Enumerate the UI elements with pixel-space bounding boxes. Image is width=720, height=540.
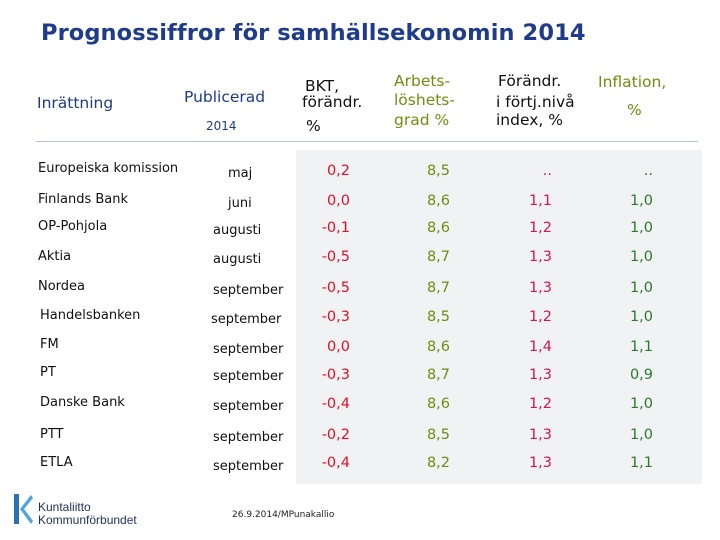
- row-published: augusti: [213, 223, 262, 238]
- row-wage-index-change: 1,2: [528, 309, 552, 325]
- header-divider: [36, 141, 698, 142]
- row-inflation: 0,9: [629, 367, 653, 383]
- header-inflation-line2: %: [627, 101, 642, 119]
- row-published: juni: [228, 196, 252, 211]
- header-wage-line1: Förändr.: [498, 72, 562, 90]
- logo-text-line2: Kommunförbundet: [38, 513, 137, 527]
- header-institution: Inrättning: [37, 94, 114, 112]
- row-wage-index-change: 1,3: [528, 427, 552, 443]
- row-published: september: [213, 399, 284, 414]
- row-gdp-change: -0,1: [321, 220, 350, 236]
- row-gdp-change: -0,3: [321, 367, 350, 383]
- row-institution: FM: [40, 337, 59, 352]
- row-unemployment-rate: 8,2: [426, 455, 450, 471]
- row-wage-index-change: 1,3: [528, 367, 552, 383]
- row-institution: OP-Pohjola: [38, 219, 108, 234]
- row-unemployment-rate: 8,7: [426, 367, 450, 383]
- header-unemployment-line1: Arbets-: [394, 72, 451, 90]
- row-unemployment-rate: 8,6: [426, 193, 450, 209]
- row-institution: Nordea: [38, 279, 86, 294]
- row-wage-index-change: 1,2: [528, 220, 552, 236]
- row-gdp-change: 0,2: [326, 163, 350, 179]
- row-published: maj: [228, 166, 253, 181]
- row-published: september: [213, 459, 284, 474]
- row-inflation: 1,0: [629, 309, 653, 325]
- footer-date-author: 26.9.2014/MPunakallio: [232, 510, 335, 520]
- header-published: Publicerad: [184, 88, 266, 106]
- row-unemployment-rate: 8,7: [426, 280, 450, 296]
- row-unemployment-rate: 8,5: [426, 309, 450, 325]
- row-unemployment-rate: 8,6: [426, 220, 450, 236]
- row-wage-index-change: 1,3: [528, 455, 552, 471]
- row-inflation: ..: [643, 163, 653, 179]
- row-inflation: 1,1: [629, 339, 653, 355]
- row-gdp-change: -0,5: [321, 249, 350, 265]
- kuntaliitto-logo-icon: [14, 494, 33, 524]
- row-inflation: 1,0: [629, 220, 653, 236]
- row-inflation: 1,0: [629, 193, 653, 209]
- row-unemployment-rate: 8,7: [426, 249, 450, 265]
- row-gdp-change: -0,2: [321, 427, 350, 443]
- page-title: Prognossiffror för samhällsekonomin 2014: [41, 20, 586, 46]
- row-wage-index-change: 1,4: [528, 339, 552, 355]
- row-inflation: 1,0: [629, 427, 653, 443]
- row-unemployment-rate: 8,5: [426, 163, 450, 179]
- row-institution: Finlands Bank: [38, 192, 129, 207]
- row-institution: ETLA: [40, 455, 73, 470]
- header-gdp-line3: %: [306, 117, 321, 135]
- kuntaliitto-logo: Kuntaliitto Kommunförbundet: [12, 492, 162, 532]
- row-institution: Aktia: [38, 249, 72, 264]
- header-gdp-line1: BKT,: [305, 77, 339, 95]
- row-wage-index-change: ..: [542, 163, 552, 179]
- row-wage-index-change: 1,3: [528, 280, 552, 296]
- row-inflation: 1,0: [629, 280, 653, 296]
- row-inflation: 1,0: [629, 396, 653, 412]
- row-published: augusti: [213, 252, 262, 267]
- header-wage-line2: i förtj.nivå: [496, 93, 575, 111]
- row-institution: PTT: [40, 427, 64, 442]
- row-gdp-change: -0,4: [321, 455, 350, 471]
- row-published: september: [213, 283, 284, 298]
- row-wage-index-change: 1,2: [528, 396, 552, 412]
- row-institution: PT: [40, 365, 56, 380]
- row-inflation: 1,1: [629, 455, 653, 471]
- row-wage-index-change: 1,1: [528, 193, 552, 209]
- row-institution: Europeiska komission: [38, 161, 179, 176]
- row-gdp-change: 0,0: [326, 193, 350, 209]
- row-wage-index-change: 1,3: [528, 249, 552, 265]
- row-published: september: [211, 312, 282, 327]
- row-unemployment-rate: 8,5: [426, 427, 450, 443]
- header-unemployment-line2: löshets-: [394, 91, 455, 109]
- row-gdp-change: -0,5: [321, 280, 350, 296]
- header-published-year: 2014: [206, 119, 237, 133]
- row-gdp-change: -0,3: [321, 309, 350, 325]
- row-gdp-change: 0,0: [326, 339, 350, 355]
- header-wage-line3: index, %: [496, 111, 563, 129]
- data-panel-background: [296, 150, 702, 484]
- row-published: september: [213, 369, 284, 384]
- header-unemployment-line3: grad %: [394, 111, 450, 129]
- row-unemployment-rate: 8,6: [426, 339, 450, 355]
- row-inflation: 1,0: [629, 249, 653, 265]
- row-unemployment-rate: 8,6: [426, 396, 450, 412]
- row-published: september: [213, 430, 284, 445]
- row-published: september: [213, 342, 284, 357]
- logo-text-line1: Kuntaliitto: [38, 500, 91, 514]
- row-institution: Handelsbanken: [40, 308, 141, 323]
- header-gdp-line2: förändr.: [302, 93, 363, 111]
- row-institution: Danske Bank: [40, 395, 125, 410]
- row-gdp-change: -0,4: [321, 396, 350, 412]
- header-inflation-line1: Inflation,: [598, 73, 667, 91]
